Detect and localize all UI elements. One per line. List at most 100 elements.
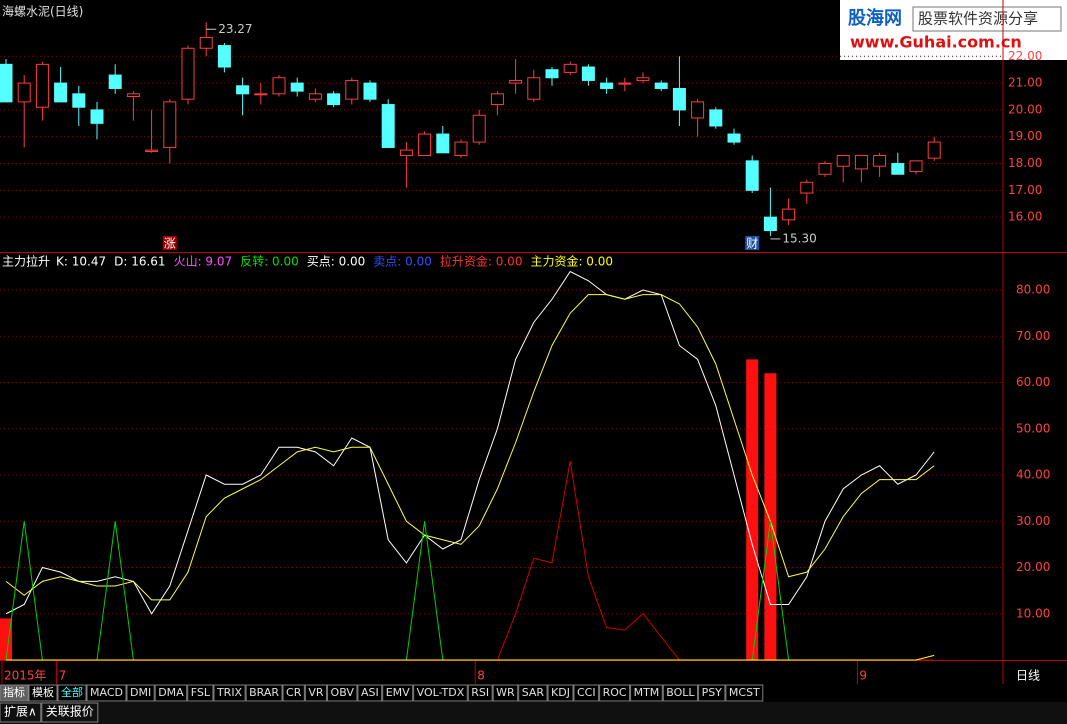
candle-body [509, 79, 523, 84]
tab-frame[interactable] [382, 684, 414, 702]
x-tick-label: 2015年 [4, 669, 47, 683]
footer-button[interactable]: 关联报价 [46, 704, 94, 719]
tab[interactable]: BOLL [666, 686, 695, 699]
candle-body [54, 82, 68, 103]
tab[interactable]: OBV [331, 686, 355, 699]
indicator-readout: 买点: 0.00 [307, 255, 366, 269]
tab-frame[interactable] [630, 684, 663, 702]
tab[interactable]: 模板 [32, 685, 54, 699]
tab-frame[interactable] [662, 684, 699, 702]
y-tick-label: 16.00 [1008, 210, 1042, 224]
x-tick-label: 8 [477, 669, 485, 683]
tab-frame[interactable] [86, 684, 127, 702]
stock-title: 海螺水泥(日线) [2, 4, 83, 19]
indicator-line [6, 654, 935, 661]
tab-frame[interactable] [573, 684, 600, 702]
x-tick-label: 9 [859, 669, 867, 683]
candle-body [163, 101, 177, 148]
tab[interactable]: WR [496, 686, 515, 699]
tab[interactable]: SAR [522, 686, 545, 699]
tab-frame[interactable] [245, 684, 283, 702]
tab-frame[interactable] [725, 684, 764, 702]
indicator-line [5, 270, 935, 615]
tab[interactable]: KDJ [551, 686, 570, 699]
tab[interactable]: RSI [471, 686, 489, 699]
tab[interactable]: TRIX [216, 686, 243, 699]
tab-frame[interactable] [467, 684, 493, 702]
tab-frame[interactable] [413, 684, 468, 702]
tab-frame[interactable] [213, 684, 246, 702]
tab[interactable]: PSY [702, 686, 723, 699]
tab-frame[interactable] [282, 684, 305, 702]
tab-frame[interactable] [327, 684, 358, 702]
tab[interactable]: 全部 [61, 685, 83, 699]
event-marker-box [745, 236, 760, 250]
candle-body [636, 77, 650, 81]
event-marker-box [162, 236, 177, 250]
candle-body [17, 82, 31, 103]
tab-frame[interactable] [492, 684, 519, 702]
footer-frame[interactable] [0, 702, 42, 723]
tab[interactable]: VR [308, 686, 324, 699]
tab[interactable]: BRAR [249, 686, 279, 699]
tab-frame[interactable] [357, 684, 383, 702]
candle-body [145, 149, 159, 152]
tab[interactable]: ASI [361, 686, 379, 699]
tab-frame[interactable] [187, 684, 214, 702]
y-tick-label: 21.00 [1008, 76, 1042, 90]
tab-frame[interactable] [0, 684, 29, 702]
logo-slogan-box [912, 6, 1062, 32]
indicator-readout: 拉升资金: 0.00 [440, 254, 523, 269]
candle-body [836, 154, 850, 167]
footer-button[interactable]: 扩展∧ [4, 705, 37, 719]
tab[interactable]: MCST [729, 686, 760, 699]
tab[interactable]: CR [286, 686, 302, 699]
candle-body [436, 133, 450, 154]
tab-frame[interactable] [518, 684, 548, 702]
tab[interactable]: MTM [634, 686, 660, 699]
tab[interactable]: 指标 [3, 685, 25, 699]
tab-frame[interactable] [126, 684, 155, 702]
tab[interactable]: EMV [386, 686, 410, 699]
tab-frame[interactable] [304, 684, 328, 702]
tab-frame[interactable] [154, 684, 188, 702]
y-tick-label: 80.00 [1016, 283, 1050, 297]
tab[interactable]: DMI [130, 686, 151, 699]
y-tick-label: 20.00 [1016, 560, 1050, 574]
indicator-bar [764, 373, 777, 660]
y-tick-label: 60.00 [1016, 375, 1050, 389]
candle-body [308, 93, 322, 100]
candle-body [672, 87, 686, 111]
candle-body [418, 133, 432, 156]
candle-body [581, 66, 595, 81]
logo-slogan: 股票软件资源分享 [918, 10, 1038, 28]
tab[interactable]: DMA [158, 686, 184, 699]
tab-bar [0, 684, 1067, 702]
tab[interactable]: CCI [577, 686, 596, 699]
candle-body [891, 163, 905, 175]
candle-body [90, 109, 104, 124]
y-tick-label: 18.00 [1008, 156, 1042, 170]
tab-frame[interactable] [57, 684, 87, 702]
tab[interactable]: MACD [90, 686, 123, 699]
tab-frame[interactable] [599, 684, 631, 702]
y-tick-label: 17.00 [1008, 183, 1042, 197]
y-tick-label: 30.00 [1016, 514, 1050, 528]
indicator-line [5, 294, 935, 601]
tab-frame[interactable] [698, 684, 726, 702]
candle-body [727, 133, 741, 143]
indicator-readout: K: 10.47 [56, 255, 106, 269]
candle-body [527, 77, 541, 100]
tab-frame[interactable] [547, 684, 574, 702]
y-tick-label: 70.00 [1016, 329, 1050, 343]
candle-body [545, 69, 559, 79]
tab[interactable]: FSL [191, 686, 211, 699]
candle-body [217, 45, 231, 68]
candle-body [35, 63, 49, 108]
tab[interactable]: VOL-TDX [417, 686, 465, 699]
footer-frame[interactable] [41, 702, 99, 723]
candle-body [854, 154, 868, 170]
tab-frame[interactable] [28, 684, 58, 702]
period-label: 日线 [1016, 669, 1040, 683]
tab[interactable]: ROC [603, 686, 627, 699]
